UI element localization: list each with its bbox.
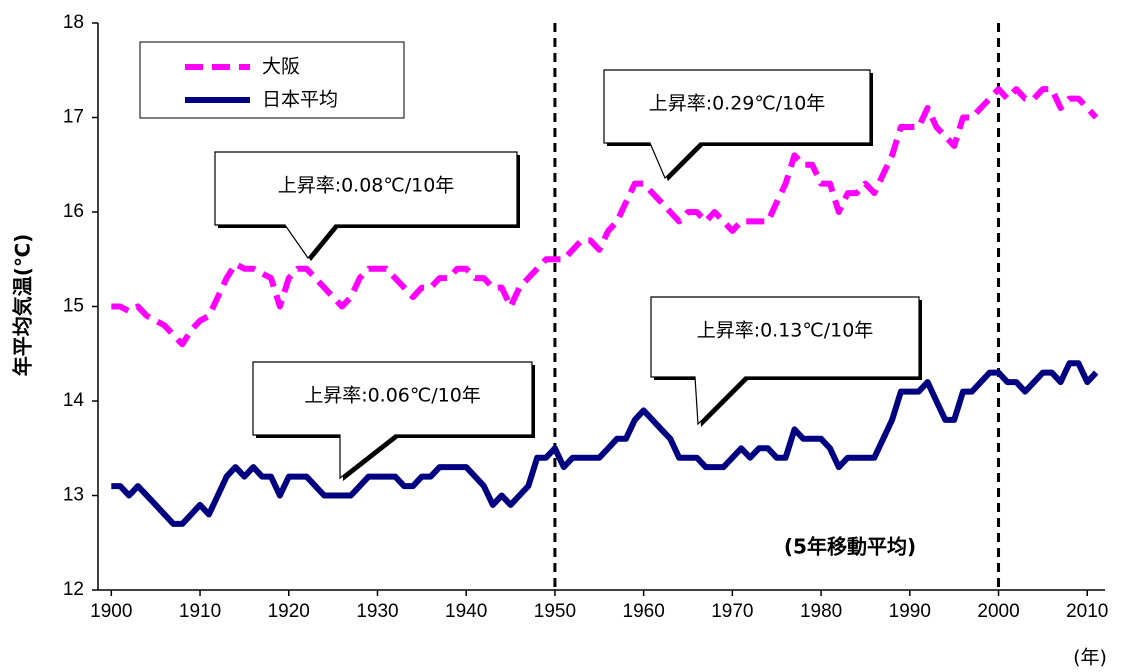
legend-label: 日本平均 bbox=[262, 89, 338, 111]
x-tick-label: 1940 bbox=[445, 601, 487, 622]
callout-text: 上昇率:0.06℃/10年 bbox=[304, 385, 481, 407]
x-tick-label: 1970 bbox=[711, 601, 753, 622]
y-tick-label: 17 bbox=[63, 107, 84, 128]
x-tick-label: 1930 bbox=[356, 601, 398, 622]
y-tick-label: 14 bbox=[63, 390, 85, 411]
callout bbox=[603, 69, 871, 180]
x-tick-label: 1910 bbox=[179, 601, 221, 622]
x-tick-label: 1950 bbox=[534, 601, 576, 622]
y-axis-title: 年平均気温(℃) bbox=[11, 234, 35, 377]
x-tick-label: 2000 bbox=[977, 601, 1019, 622]
x-tick-label: 1980 bbox=[800, 601, 842, 622]
callout-text: 上昇率:0.13℃/10年 bbox=[697, 320, 874, 342]
series-line bbox=[111, 360, 1099, 527]
x-tick-label: 1960 bbox=[623, 601, 665, 622]
legend-label: 大阪 bbox=[262, 56, 300, 78]
y-tick-label: 18 bbox=[63, 12, 84, 33]
y-tick-label: 12 bbox=[63, 579, 84, 600]
x-axis-title: (年) bbox=[1073, 647, 1107, 669]
callout bbox=[214, 151, 518, 259]
x-tick-label: 2010 bbox=[1066, 601, 1108, 622]
note: (5年移動平均) bbox=[784, 535, 916, 559]
x-tick-label: 1990 bbox=[889, 601, 931, 622]
legend-box bbox=[139, 41, 405, 119]
y-tick-label: 13 bbox=[63, 485, 84, 506]
callout bbox=[650, 296, 920, 426]
x-tick-label: 1920 bbox=[268, 601, 310, 622]
callout-text: 上昇率:0.29℃/10年 bbox=[649, 93, 826, 115]
y-tick-label: 16 bbox=[63, 201, 84, 222]
callout bbox=[252, 361, 533, 480]
x-tick-label: 1900 bbox=[90, 601, 132, 622]
callout-text: 上昇率:0.08℃/10年 bbox=[278, 175, 455, 197]
y-tick-label: 15 bbox=[63, 296, 84, 317]
